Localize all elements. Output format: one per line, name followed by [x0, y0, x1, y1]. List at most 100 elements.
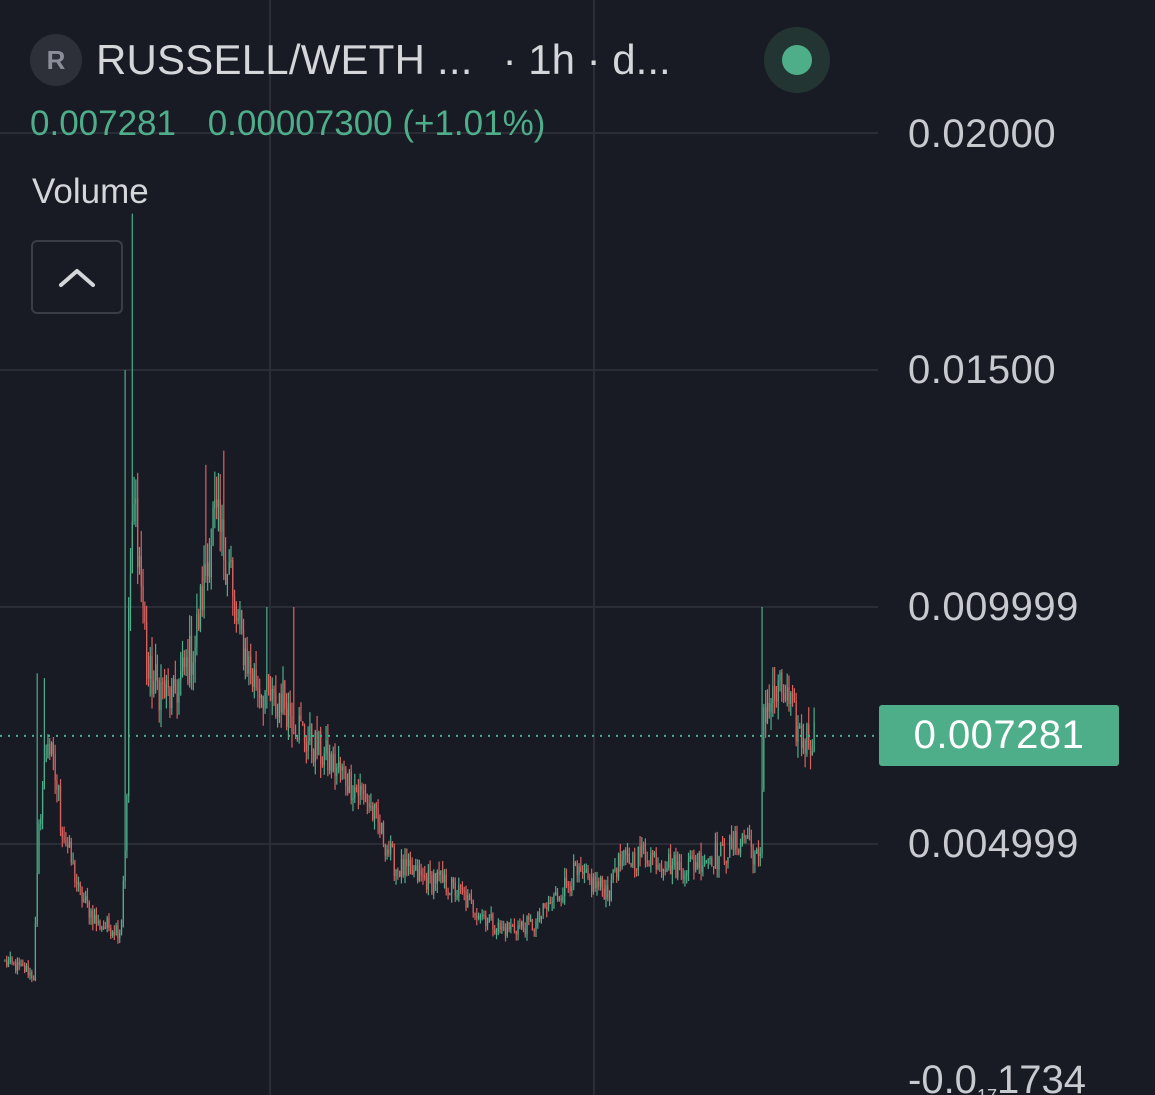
candle-body [519, 925, 521, 927]
candle-body [781, 672, 783, 693]
candle-body [741, 834, 743, 845]
candle-body [616, 868, 618, 878]
candle-body [806, 724, 808, 754]
candle-body [677, 861, 679, 878]
candle-body [607, 885, 609, 899]
candle-body [239, 610, 241, 618]
candle-body [363, 790, 365, 794]
candle-body [704, 862, 706, 865]
candle-body [714, 842, 717, 867]
candle-body [436, 871, 438, 884]
candle-body [135, 498, 137, 505]
candle-body [734, 831, 736, 850]
collapse-legend-button[interactable] [31, 240, 123, 314]
candle-body [709, 857, 711, 860]
candle-body [790, 692, 792, 704]
candle-body [732, 839, 734, 850]
candle-body [59, 785, 62, 831]
candle-body [675, 854, 677, 878]
candle-body [144, 606, 146, 622]
candle-body [63, 837, 65, 840]
candle-body [388, 849, 390, 854]
interval-label[interactable]: · 1h · d... [502, 36, 671, 83]
candle-body [406, 859, 408, 866]
y-axis-bottom-label: -0.0171734 [908, 1058, 1086, 1095]
candle-body [176, 692, 178, 703]
candle-body [6, 960, 8, 966]
candle-body [242, 629, 245, 666]
candle-body [311, 724, 313, 752]
candle-body [474, 912, 476, 916]
candle-body [264, 691, 266, 709]
candle-body [154, 664, 157, 681]
candle-body [596, 881, 598, 889]
candle-body [214, 499, 216, 508]
candle-body [307, 740, 309, 752]
candle-body [774, 686, 776, 700]
last-price-value: 0.007281 [30, 104, 176, 143]
candle-body [282, 680, 284, 713]
candle-body [449, 893, 451, 896]
candle-body [565, 877, 568, 884]
candle-body [680, 863, 682, 870]
candle-body [501, 926, 503, 930]
candle-body [560, 898, 562, 901]
candle-body [571, 886, 573, 892]
y-axis-tick-label: 0.004999 [908, 822, 1079, 866]
candle-body [605, 885, 607, 900]
candle-body [673, 854, 675, 866]
candle-body [770, 703, 772, 712]
candle-body [599, 877, 602, 887]
candle-body [686, 873, 688, 876]
volume-indicator-label[interactable]: Volume [32, 172, 149, 211]
candle-body [411, 865, 413, 875]
candle-body [556, 892, 559, 900]
candle-body [174, 679, 176, 693]
candle-body [476, 915, 478, 919]
candle-body [233, 596, 236, 604]
candle-body [260, 696, 263, 698]
candle-body [404, 859, 406, 876]
candle-body [756, 849, 758, 854]
candle-body [40, 818, 42, 825]
candle-body [300, 715, 302, 722]
candle-body [617, 854, 620, 878]
candle-body [608, 898, 611, 901]
candle-body [763, 707, 765, 790]
candle-body [651, 853, 654, 855]
candle-body [671, 865, 673, 875]
candle-body [348, 771, 351, 793]
candle-body [678, 861, 681, 864]
candle-body [296, 737, 298, 741]
candle-body [813, 722, 815, 752]
candle-body [364, 793, 367, 802]
candle-body [644, 849, 647, 860]
candle-body [461, 887, 464, 891]
candle-body [490, 914, 492, 918]
candle-body [305, 742, 307, 752]
candle-body [558, 898, 560, 900]
candle-body [70, 841, 72, 863]
price-change-value: 0.00007300 (+1.01%) [207, 104, 546, 143]
candle-body [38, 824, 40, 874]
pair-title[interactable]: RUSSELL/WETH ... [96, 36, 473, 83]
candle-body [526, 916, 528, 935]
candle-body [185, 656, 187, 668]
candle-body [382, 822, 385, 846]
candle-body [357, 790, 359, 796]
candle-body [442, 870, 444, 883]
candle-body [443, 874, 446, 883]
candle-body [626, 853, 629, 856]
candle-body [339, 761, 342, 772]
candle-body [522, 921, 525, 928]
candle-body [800, 726, 803, 749]
candle-body [772, 686, 774, 704]
candle-body [438, 871, 440, 876]
candle-body [119, 933, 121, 938]
candle-body [366, 801, 368, 804]
candle-body [424, 875, 426, 878]
candle-body [427, 870, 429, 890]
candle-body [248, 656, 250, 674]
candle-body [662, 869, 665, 872]
